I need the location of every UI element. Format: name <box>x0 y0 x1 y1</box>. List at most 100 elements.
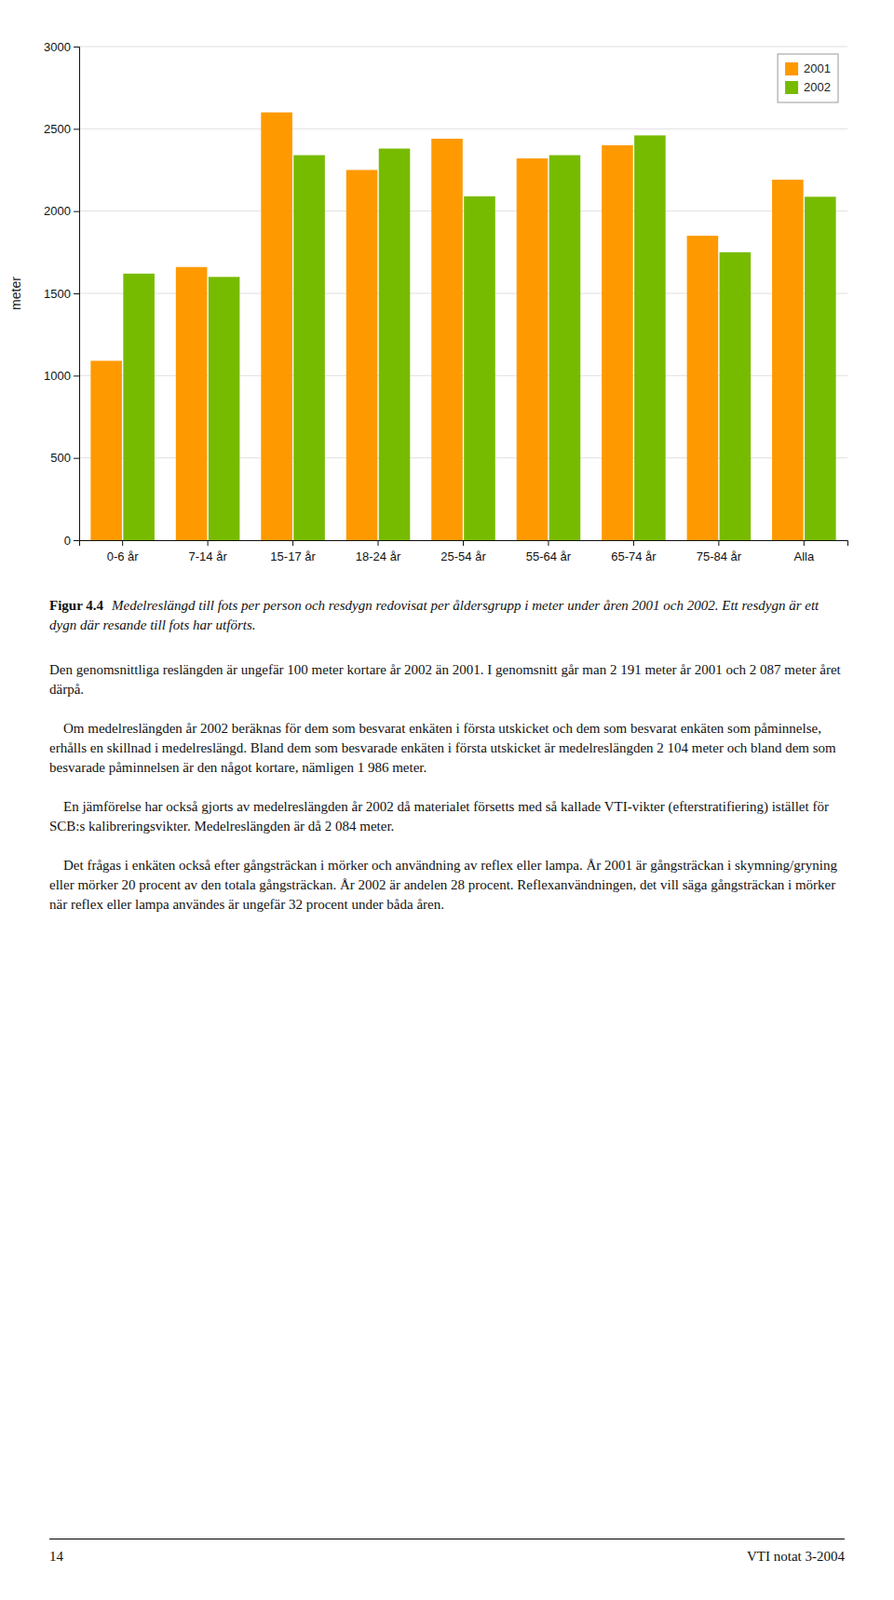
x-tick-label: 65-74 år <box>610 549 657 564</box>
x-tick-label: 25-54 år <box>440 549 487 564</box>
figure-caption: Figur 4.4Medelreslängd till fots per per… <box>49 596 845 636</box>
bar <box>804 196 837 541</box>
legend-item: 2002 <box>785 80 831 95</box>
axis-line <box>73 47 81 542</box>
axis-line <box>80 541 849 547</box>
grid-line <box>79 128 848 130</box>
x-tick: 0-6 år <box>107 540 140 564</box>
bar <box>634 135 666 541</box>
x-tick: 55-64 år <box>526 540 572 564</box>
legend-label: 2002 <box>803 80 831 95</box>
grid-line <box>79 46 848 48</box>
footer: 14 VTI notat 3-2004 <box>49 1538 845 1565</box>
bar <box>293 155 326 541</box>
legend-label: 2001 <box>803 61 831 76</box>
body-paragraph: Om medelreslängden år 2002 beräknas för … <box>49 718 845 778</box>
tick-mark <box>803 540 805 546</box>
body-paragraph: En jämförelse har också gjorts av medelr… <box>49 797 845 837</box>
y-tick: 500 <box>50 450 80 465</box>
y-tick: 1000 <box>43 368 80 383</box>
bar <box>601 145 634 541</box>
y-tick-label: 500 <box>50 450 71 465</box>
y-axis-title: meter <box>8 276 24 311</box>
y-tick: 2500 <box>43 121 80 136</box>
body-paragraph: Det frågas i enkäten också efter gångstr… <box>49 855 845 915</box>
x-tick-label: 15-17 år <box>270 549 316 564</box>
bar-series <box>122 135 836 541</box>
y-tick-label: 3000 <box>43 40 71 55</box>
bar <box>260 112 293 541</box>
tick-mark <box>73 211 80 213</box>
bar <box>90 360 122 541</box>
caption-label: Figur 4.4 <box>49 597 104 613</box>
grid-line <box>79 210 848 212</box>
bar <box>176 267 208 541</box>
tick-mark <box>73 458 80 460</box>
legend: 2001 2002 <box>777 54 839 103</box>
y-axis: 0 500 1000 1500 2000 2500 3000 <box>43 40 80 548</box>
x-tick-label: 0-6 år <box>107 549 140 564</box>
bar <box>516 158 549 541</box>
y-tick-label: 1000 <box>43 368 71 383</box>
legend-swatch <box>785 81 799 95</box>
x-tick: 15-17 år <box>270 540 316 564</box>
chart: 0-6 år 7-14 år 15-17 år 18-24 år 25-54 år 55-… <box>0 18 894 587</box>
bar <box>122 273 155 541</box>
bar <box>687 235 719 541</box>
grid <box>79 46 848 541</box>
y-tick: 0 <box>64 533 80 548</box>
bar <box>549 155 582 541</box>
y-tick-label: 0 <box>64 533 71 548</box>
x-axis: 0-6 år 7-14 år 15-17 år 18-24 år 25-54 år 55-… <box>80 540 849 564</box>
body-paragraph: Den genomsnittliga reslängden är ungefär… <box>49 660 845 700</box>
legend-frame <box>777 54 839 103</box>
bar <box>463 196 496 541</box>
tick-mark <box>292 540 294 546</box>
tick-mark <box>633 540 635 546</box>
y-tick: 1500 <box>43 286 80 301</box>
y-tick-label: 2000 <box>43 203 71 218</box>
x-tick: 65-74 år <box>610 540 657 564</box>
page: {"chart_data": {"type": "bar", "categori… <box>0 0 894 1600</box>
tick-mark <box>462 540 464 546</box>
tick-mark <box>121 540 123 546</box>
tick-mark <box>207 540 209 546</box>
bar <box>208 276 241 541</box>
plot: 0-6 år 7-14 år 15-17 år 18-24 år 25-54 år 55-… <box>8 40 849 564</box>
x-tick-label: 75-84 år <box>696 549 743 564</box>
x-tick: 18-24 år <box>355 540 402 564</box>
x-tick-label: 55-64 år <box>526 549 572 564</box>
tick-mark <box>547 540 549 546</box>
bar <box>719 252 752 541</box>
tick-mark <box>717 540 719 546</box>
bar <box>346 170 379 542</box>
caption-text: Medelreslängd till fots per person och r… <box>49 597 819 633</box>
legend-item: 2001 <box>785 61 831 76</box>
x-tick: Alla <box>794 540 815 564</box>
tick-mark <box>378 540 380 546</box>
y-tick-label: 1500 <box>43 286 71 301</box>
x-tick: 75-84 år <box>696 540 743 564</box>
tick-mark <box>73 540 80 542</box>
bar <box>431 138 463 541</box>
footer-source: VTI notat 3-2004 <box>746 1548 845 1565</box>
x-tick-label: 18-24 år <box>355 549 402 564</box>
y-tick: 3000 <box>43 40 80 55</box>
bar-series <box>90 112 803 541</box>
tick-mark <box>73 375 80 377</box>
tick-mark <box>73 128 80 130</box>
page-number: 14 <box>49 1548 64 1565</box>
y-tick: 2000 <box>43 203 80 218</box>
bar <box>379 149 411 541</box>
x-tick: 7-14 år <box>189 540 229 564</box>
tick-mark <box>73 293 80 295</box>
text-block: Figur 4.4Medelreslängd till fots per per… <box>49 596 845 935</box>
x-tick-label: Alla <box>794 549 815 564</box>
y-tick-label: 2500 <box>43 121 71 136</box>
x-tick: 25-54 år <box>440 540 487 564</box>
legend-swatch <box>785 62 799 76</box>
tick-mark <box>73 46 80 48</box>
bar <box>772 179 804 541</box>
bars <box>90 112 836 541</box>
x-tick-label: 7-14 år <box>189 549 229 564</box>
